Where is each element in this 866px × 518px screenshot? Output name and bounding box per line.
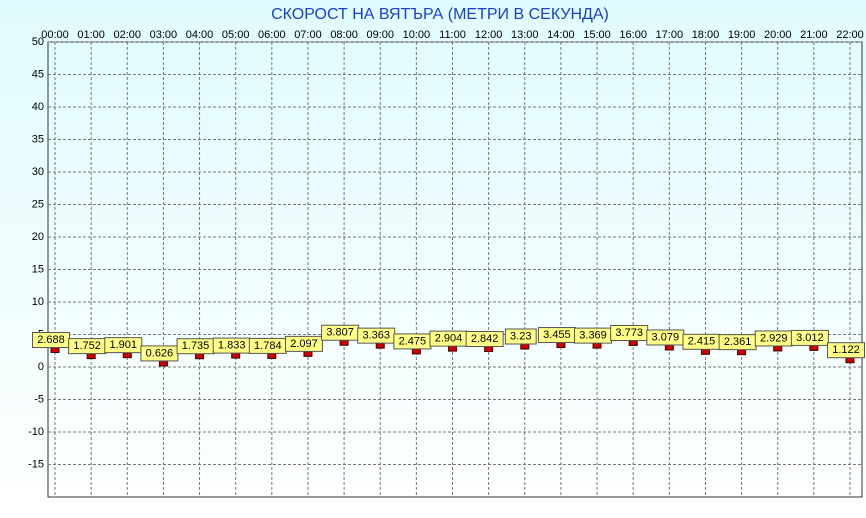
y-tick-label: 30 [32,166,44,178]
y-tick-label: 0 [38,361,44,373]
value-label: 1.122 [832,344,860,356]
value-label: 3.23 [510,330,531,342]
y-tick-label: 25 [32,198,44,210]
value-label: 1.784 [254,340,282,352]
marker [231,352,241,359]
chart-title: СКОРОСТ НА ВЯТЪРА (МЕТРИ В СЕКУНДА) [271,6,609,23]
marker [737,349,747,356]
value-label: 1.833 [218,339,246,351]
x-tick-label: 08:00 [330,29,358,41]
value-label: 2.361 [724,336,752,348]
marker [158,360,168,367]
x-tick-label: 20:00 [764,29,792,41]
y-tick-label: 50 [32,36,44,48]
x-tick-label: 03:00 [150,29,178,41]
value-label: 3.455 [543,329,571,341]
value-label-box [284,335,323,352]
value-label-box [504,328,537,345]
x-tick-label: 06:00 [258,29,286,41]
x-tick-label: 13:00 [511,29,539,41]
x-tick-label: 10:00 [403,29,431,41]
x-tick-label: 15:00 [583,29,611,41]
value-label: 2.688 [37,334,65,346]
marker [267,352,277,359]
value-label: 2.415 [688,336,716,348]
value-label: 3.012 [796,332,824,344]
value-label-box [790,329,829,346]
value-label: 3.807 [326,327,354,339]
y-tick-label: 40 [32,101,44,113]
x-tick-label: 19:00 [728,29,756,41]
marker [484,346,494,353]
value-label: 3.079 [652,331,680,343]
marker [448,345,457,352]
marker [411,348,421,355]
x-tick-label: 01:00 [77,29,105,41]
x-tick-label: 07:00 [294,29,322,41]
y-tick-label: 35 [32,133,44,145]
marker [520,343,530,350]
marker [303,350,313,357]
y-tick-label: 15 [32,263,44,275]
marker [592,342,602,349]
value-label: 0.626 [146,347,174,359]
x-tick-label: 12:00 [475,29,503,41]
value-label-box [465,331,504,348]
x-tick-label: 22:00 [836,29,864,41]
marker [122,352,132,359]
marker [628,339,638,346]
value-label: 1.901 [110,339,138,351]
y-tick-label: -10 [28,426,44,438]
marker [339,339,349,346]
value-label: 3.369 [579,330,607,342]
value-label: 2.475 [399,335,427,347]
marker [375,342,385,349]
marker [773,345,783,352]
value-label: 2.929 [760,332,788,344]
y-tick-label: -15 [28,458,44,470]
x-tick-label: 21:00 [800,29,828,41]
x-tick-label: 16:00 [619,29,647,41]
value-label: 2.842 [471,333,499,345]
y-tick-label: 20 [32,231,44,243]
y-tick-label: -5 [34,393,44,405]
y-tick-label: 45 [32,68,44,80]
value-label: 2.097 [290,338,318,350]
x-tick-label: 17:00 [656,29,684,41]
value-label-box [104,337,143,354]
x-tick-label: 14:00 [547,29,575,41]
marker [86,353,96,360]
marker [556,342,566,349]
marker [809,344,819,351]
value-label: 2.904 [435,333,463,345]
y-tick-label: 10 [32,296,44,308]
x-tick-label: 05:00 [222,29,250,41]
x-tick-label: 09:00 [366,29,394,41]
x-tick-label: 02:00 [114,29,142,41]
value-label: 1.735 [182,340,210,352]
value-label-box [827,342,865,359]
x-tick-label: 11:00 [439,29,466,41]
marker [664,344,674,351]
value-label: 3.773 [615,327,643,339]
x-tick-label: 04:00 [186,29,214,41]
marker [700,348,710,355]
marker [845,357,855,364]
marker [50,347,60,354]
value-label: 3.363 [362,330,390,342]
x-tick-label: 18:00 [692,29,720,41]
x-tick-label: 00:00 [41,29,69,41]
value-label: 1.752 [73,340,101,352]
marker [195,353,205,360]
